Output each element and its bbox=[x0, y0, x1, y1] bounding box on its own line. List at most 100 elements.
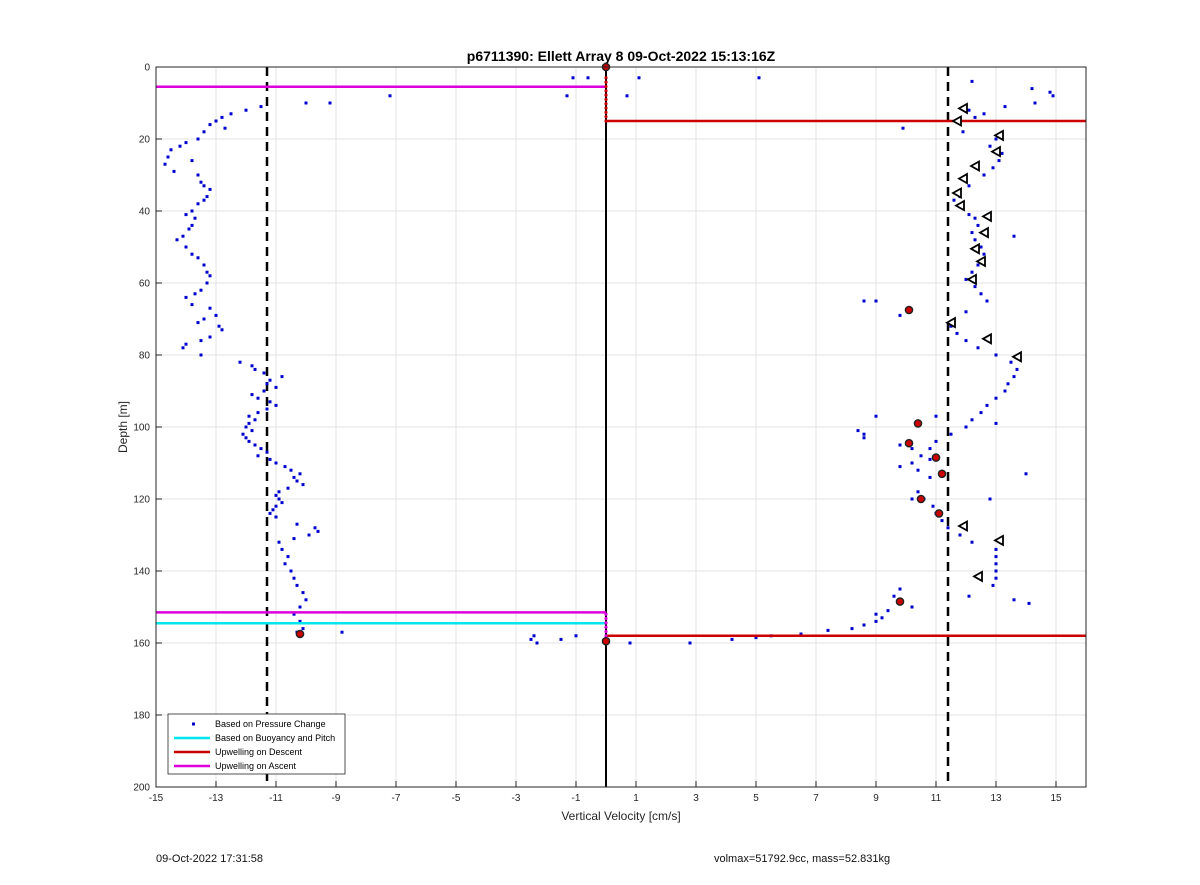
pressure-point bbox=[202, 317, 206, 321]
pressure-point bbox=[970, 270, 974, 274]
pressure-point bbox=[1009, 360, 1013, 364]
pressure-point bbox=[994, 353, 998, 357]
y-axis-label: Depth [m] bbox=[116, 401, 130, 453]
pressure-point bbox=[1003, 389, 1007, 393]
pressure-point bbox=[850, 627, 854, 631]
pressure-point bbox=[271, 508, 275, 512]
pressure-point bbox=[949, 324, 953, 328]
pressure-point bbox=[862, 432, 866, 436]
pressure-point bbox=[301, 627, 305, 631]
pressure-point bbox=[994, 421, 998, 425]
pressure-point bbox=[253, 418, 257, 422]
pressure-point bbox=[247, 414, 251, 418]
pressure-point bbox=[193, 292, 197, 296]
triangle-marker bbox=[969, 159, 980, 173]
pressure-point bbox=[970, 418, 974, 422]
pressure-point bbox=[982, 112, 986, 116]
triangle-marker bbox=[993, 534, 1004, 547]
pressure-point bbox=[280, 547, 284, 551]
pressure-point bbox=[256, 454, 260, 458]
y-tick-label: 120 bbox=[133, 495, 150, 506]
pressure-point bbox=[1012, 375, 1016, 379]
pressure-point bbox=[988, 497, 992, 501]
pressure-point bbox=[532, 634, 536, 638]
pressure-point bbox=[967, 213, 971, 217]
triangle-marker bbox=[975, 255, 986, 268]
x-tick-label: -11 bbox=[269, 793, 283, 804]
pressure-point bbox=[169, 148, 173, 152]
pressure-point bbox=[1030, 87, 1034, 91]
zero-stem-dot bbox=[604, 76, 608, 80]
pressure-point bbox=[217, 324, 221, 328]
footer-stats: volmax=51792.9cc, mass=52.831kg bbox=[714, 853, 891, 865]
pressure-point bbox=[928, 447, 932, 451]
pressure-point bbox=[898, 465, 902, 469]
red-marker bbox=[601, 636, 611, 646]
pressure-point bbox=[265, 407, 269, 411]
pressure-point bbox=[274, 385, 278, 389]
pressure-point bbox=[238, 360, 242, 364]
x-tick-label: 1 bbox=[633, 793, 639, 804]
pressure-point bbox=[247, 439, 251, 443]
pressure-point bbox=[1012, 234, 1016, 238]
pressure-point bbox=[994, 562, 998, 566]
pressure-point bbox=[262, 371, 266, 375]
pressure-point bbox=[862, 436, 866, 440]
triangle-marker bbox=[972, 570, 983, 583]
triangle-marker bbox=[954, 199, 965, 212]
pressure-point bbox=[910, 605, 914, 609]
zero-stem-dot bbox=[604, 612, 608, 616]
pressure-point bbox=[946, 526, 950, 530]
pressure-point bbox=[862, 299, 866, 303]
pressure-point bbox=[973, 285, 977, 289]
red-marker bbox=[934, 509, 944, 518]
pressure-point bbox=[316, 529, 320, 533]
zero-stem-dot bbox=[604, 84, 608, 89]
pressure-point bbox=[220, 115, 224, 119]
pressure-point bbox=[970, 540, 974, 544]
x-tick-label: 15 bbox=[1050, 793, 1062, 804]
pressure-point bbox=[244, 436, 248, 440]
red-marker bbox=[295, 629, 305, 639]
pressure-point bbox=[244, 425, 248, 429]
zero-stem-dot bbox=[604, 97, 608, 101]
triangle-marker bbox=[951, 114, 962, 128]
pressure-point bbox=[898, 313, 902, 317]
pressure-point bbox=[910, 497, 914, 501]
pressure-point bbox=[880, 616, 884, 620]
pressure-point bbox=[958, 533, 962, 537]
pressure-point bbox=[967, 108, 971, 112]
triangle-marker bbox=[957, 102, 968, 115]
pressure-point bbox=[244, 108, 248, 112]
x-tick-label: -15 bbox=[149, 793, 164, 804]
pressure-point bbox=[982, 252, 986, 256]
x-tick-label: -7 bbox=[392, 793, 401, 804]
zero-stem-dot bbox=[604, 119, 608, 123]
pressure-point bbox=[625, 94, 629, 98]
pressure-point bbox=[265, 382, 269, 386]
y-tick-label: 40 bbox=[139, 207, 151, 218]
pressure-point bbox=[202, 198, 206, 202]
pressure-point bbox=[949, 432, 953, 436]
pressure-point bbox=[250, 364, 254, 368]
pressure-point bbox=[184, 213, 188, 217]
pressure-point bbox=[559, 637, 563, 641]
pressure-point bbox=[388, 94, 392, 98]
pressure-point bbox=[268, 511, 272, 515]
x-tick-label: -13 bbox=[209, 793, 224, 804]
pressure-point bbox=[298, 619, 302, 623]
pressure-point bbox=[934, 414, 938, 418]
triangle-marker bbox=[990, 145, 1001, 158]
x-tick-label: -5 bbox=[452, 793, 461, 804]
pressure-point bbox=[985, 299, 989, 303]
pressure-point bbox=[292, 612, 296, 616]
pressure-point bbox=[313, 526, 317, 530]
y-tick-label: 0 bbox=[144, 63, 150, 74]
pressure-point bbox=[973, 238, 977, 242]
pressure-point bbox=[940, 519, 944, 523]
pressure-point bbox=[730, 637, 734, 641]
red-marker bbox=[916, 494, 926, 504]
pressure-point bbox=[1051, 94, 1055, 98]
triangle-marker bbox=[981, 210, 992, 223]
pressure-point bbox=[301, 591, 305, 595]
